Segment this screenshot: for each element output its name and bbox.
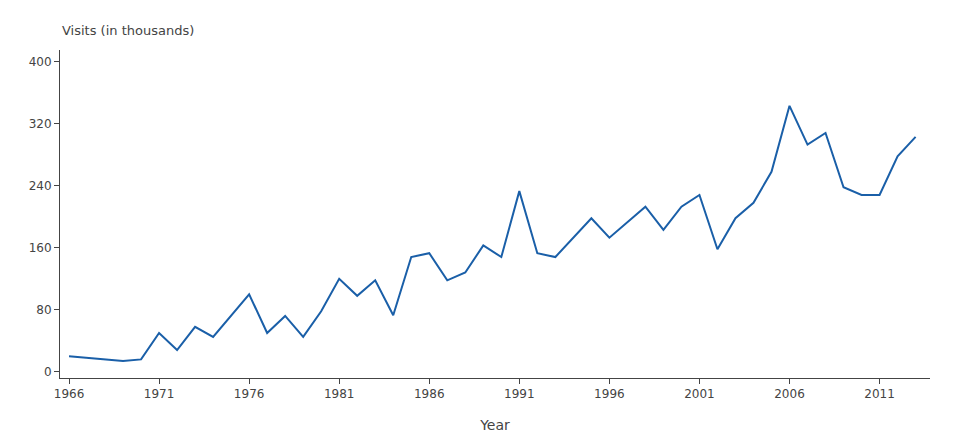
svg-text:240: 240 [29, 179, 52, 193]
svg-text:1991: 1991 [504, 387, 535, 401]
svg-text:0: 0 [44, 365, 52, 379]
svg-text:80: 80 [36, 303, 51, 317]
svg-text:1971: 1971 [144, 387, 175, 401]
svg-text:2011: 2011 [864, 387, 895, 401]
svg-text:1986: 1986 [414, 387, 445, 401]
svg-text:1981: 1981 [324, 387, 355, 401]
svg-text:2006: 2006 [774, 387, 805, 401]
svg-text:1966: 1966 [54, 387, 85, 401]
svg-text:400: 400 [29, 55, 52, 69]
svg-text:Year: Year [479, 417, 510, 433]
svg-text:320: 320 [29, 117, 52, 131]
svg-text:160: 160 [29, 241, 52, 255]
svg-text:Visits (in thousands): Visits (in thousands) [62, 23, 194, 38]
svg-text:1976: 1976 [234, 387, 265, 401]
svg-text:2001: 2001 [684, 387, 715, 401]
svg-text:1996: 1996 [594, 387, 625, 401]
